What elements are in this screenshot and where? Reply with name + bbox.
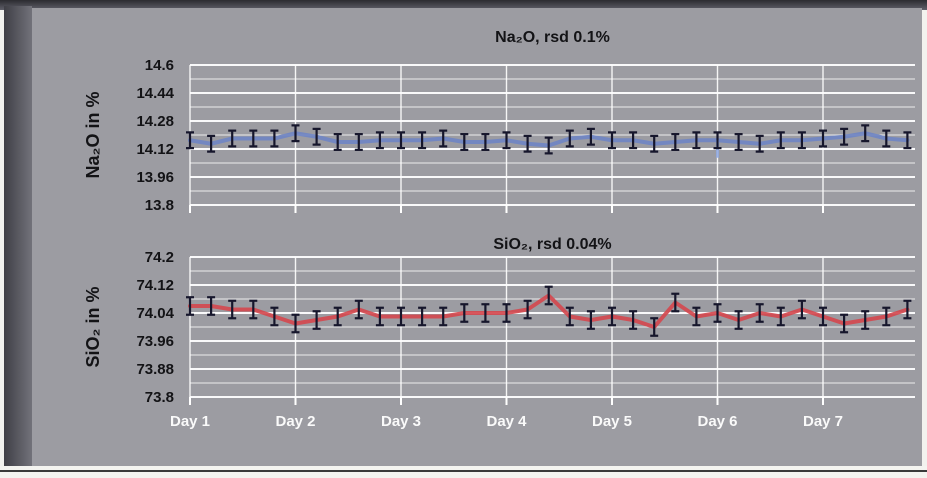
day-label: Day 5: [592, 413, 632, 430]
page-edge-line: [0, 470, 927, 472]
chart-title: SiO₂, rsd 0.04%: [493, 236, 611, 253]
y-axis-title: Na₂O in %: [83, 91, 103, 178]
y-axis-tick-label: 73.88: [136, 361, 174, 378]
y-axis-tick-label: 14.44: [136, 85, 174, 102]
y-axis-tick-label: 73.8: [145, 389, 174, 406]
y-axis-tick-label: 14.12: [136, 141, 174, 158]
y-axis-tick-label: 13.8: [145, 197, 174, 214]
y-axis-title: SiO₂ in %: [83, 286, 103, 367]
scan-shadow-top: [0, 0, 927, 10]
day-label: Day 3: [381, 413, 421, 430]
day-label: Day 7: [803, 413, 843, 430]
y-axis-tick-label: 73.96: [136, 333, 174, 350]
y-axis-tick-label: 74.04: [136, 305, 174, 322]
chart-panel: [30, 8, 922, 466]
day-label: Day 1: [170, 413, 210, 430]
y-axis-tick-label: 74.12: [136, 277, 174, 294]
chart-title: Na₂O, rsd 0.1%: [495, 29, 610, 46]
y-axis-tick-label: 74.2: [145, 249, 174, 266]
day-label: Day 4: [486, 413, 527, 430]
y-axis-tick-label: 14.28: [136, 113, 174, 130]
page-margin: [0, 466, 927, 478]
y-axis-tick-label: 14.6: [145, 57, 174, 74]
scan-shadow-left: [4, 6, 32, 468]
day-label: Day 2: [275, 413, 315, 430]
day-label: Day 6: [697, 413, 737, 430]
y-axis-tick-label: 13.96: [136, 169, 174, 186]
